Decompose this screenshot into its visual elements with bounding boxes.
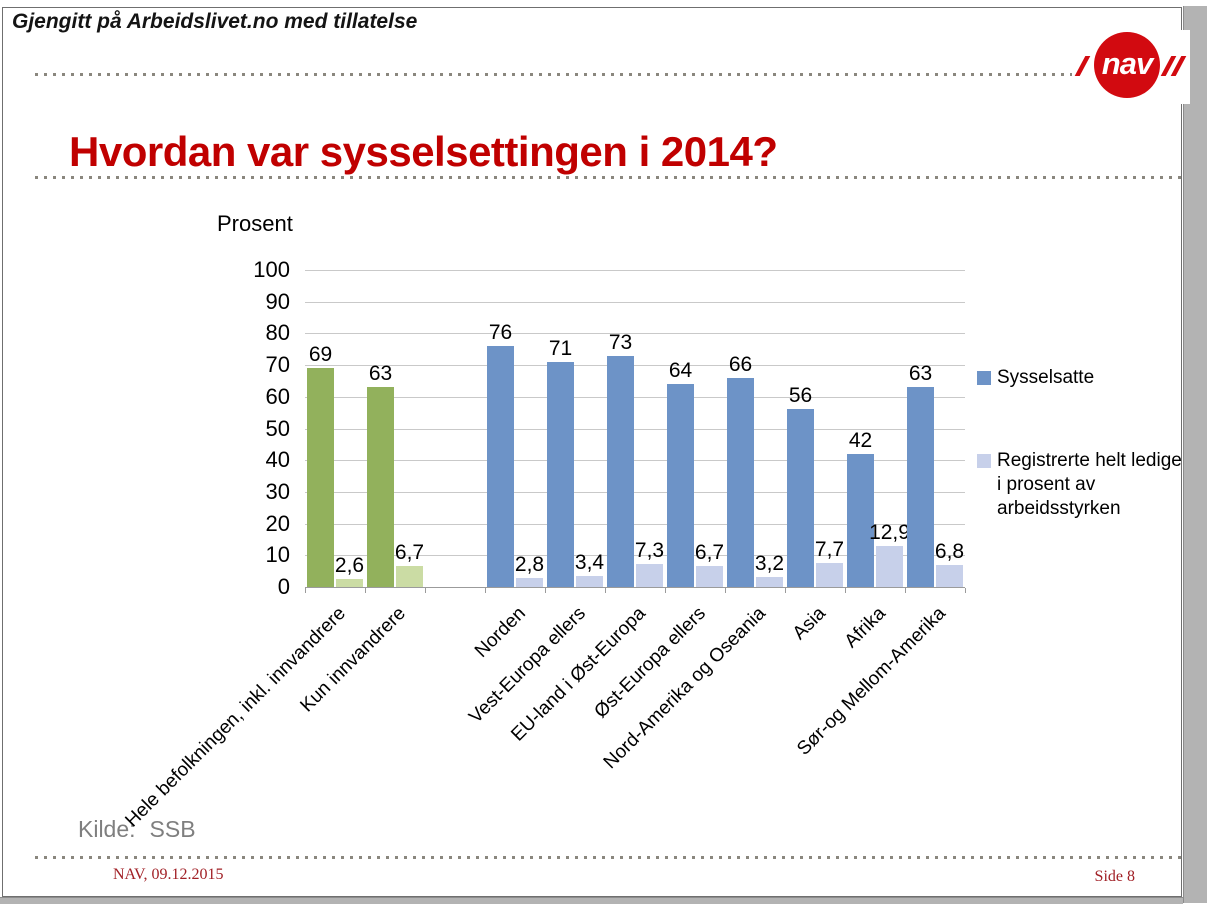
bar-value-label: 7,3 xyxy=(634,538,665,562)
y-axis-tick-label: 90 xyxy=(265,288,290,314)
window-bottom-edge xyxy=(0,897,1183,904)
bar-ledige xyxy=(396,565,423,587)
y-axis-title: Prosent xyxy=(217,211,293,236)
gridline xyxy=(305,428,965,430)
bar-ledige xyxy=(516,578,543,587)
y-axis-tick-label: 80 xyxy=(265,320,290,346)
bar-sysselsatte xyxy=(367,387,394,587)
bar-sysselsatte xyxy=(667,384,694,587)
y-axis-tick-label: 60 xyxy=(265,383,290,409)
x-axis-tick xyxy=(845,588,846,593)
source-label: Kilde: xyxy=(78,816,136,842)
y-axis-tick-label: 20 xyxy=(265,510,290,536)
bar-ledige xyxy=(636,563,663,587)
bar-value-label: 2,6 xyxy=(334,553,365,577)
bar-sysselsatte xyxy=(847,453,874,587)
bar-value-label: 71 xyxy=(548,336,573,360)
bar-value-label: 6,7 xyxy=(694,540,725,564)
bar-value-label: 12,9 xyxy=(869,521,910,545)
bar-value-label: 3,2 xyxy=(754,551,785,575)
x-axis-tick xyxy=(965,588,966,593)
bar-ledige xyxy=(936,565,963,587)
legend-label: Registrerte helt ledige i prosent av arb… xyxy=(997,450,1182,519)
bar-sysselsatte xyxy=(547,361,574,587)
bar-value-label: 66 xyxy=(728,352,753,376)
bar-sysselsatte xyxy=(907,387,934,587)
bar-value-label: 2,8 xyxy=(514,553,545,577)
gridline xyxy=(305,460,965,462)
bar-ledige xyxy=(756,576,783,587)
legend-label: Sysselsatte xyxy=(997,367,1095,388)
bar-value-label: 63 xyxy=(368,362,393,386)
bar-value-label: 3,4 xyxy=(574,551,605,575)
y-axis-tick-label: 0 xyxy=(277,574,290,599)
x-axis-tick xyxy=(605,588,606,593)
y-axis-tick-label: 50 xyxy=(265,415,290,441)
bar-ledige xyxy=(576,576,603,587)
x-axis-tick xyxy=(425,588,426,593)
x-axis-tick xyxy=(365,588,366,593)
gridline xyxy=(305,396,965,398)
x-axis-tick xyxy=(665,588,666,593)
gridline xyxy=(305,270,965,271)
x-axis-tick xyxy=(545,588,546,593)
y-axis-tick-label: 30 xyxy=(265,478,290,504)
gridline xyxy=(305,523,965,525)
y-axis-tick-label: 100 xyxy=(253,257,290,282)
legend-swatch-icon xyxy=(977,371,991,385)
x-axis-tick xyxy=(725,588,726,593)
bar-sysselsatte xyxy=(487,346,514,587)
gridline xyxy=(305,333,965,335)
gridline xyxy=(305,491,965,493)
source-note: Kilde: SSB xyxy=(78,816,196,843)
gridline xyxy=(305,365,965,367)
bar-ledige xyxy=(816,562,843,587)
bar-value-label: 76 xyxy=(488,321,513,345)
bar-sysselsatte xyxy=(787,409,814,587)
bar-sysselsatte xyxy=(307,368,334,587)
logo-slash-icon xyxy=(1074,56,1091,76)
x-axis-tick xyxy=(305,588,306,593)
gridline xyxy=(305,555,965,557)
bar-sysselsatte xyxy=(607,355,634,587)
legend-swatch-icon xyxy=(977,454,991,468)
bar-ledige xyxy=(336,578,363,587)
footer-page-number: Side 8 xyxy=(1094,868,1135,885)
slide-page-frame xyxy=(2,7,1182,897)
title-divider-dotted xyxy=(35,176,1182,179)
bar-value-label: 73 xyxy=(608,330,633,354)
y-axis-tick-label: 40 xyxy=(265,447,290,473)
logo-circle: nav xyxy=(1094,32,1160,98)
bar-ledige xyxy=(876,546,903,587)
x-axis-line xyxy=(305,587,965,588)
logo-wordmark: nav xyxy=(1101,46,1153,81)
bar-value-label: 6,8 xyxy=(934,540,965,564)
footer-divider-dotted xyxy=(35,856,1182,859)
y-axis-tick-label: 10 xyxy=(265,542,290,568)
header-divider-dotted xyxy=(35,73,1182,76)
bar-value-label: 7,7 xyxy=(814,537,845,561)
source-value: SSB xyxy=(149,816,196,842)
bar-value-label: 56 xyxy=(788,384,813,408)
gridline xyxy=(305,301,965,303)
bar-value-label: 42 xyxy=(848,428,873,452)
x-axis-tick xyxy=(485,588,486,593)
bar-ledige xyxy=(696,565,723,587)
bar-value-label: 64 xyxy=(668,359,693,383)
bar-value-label: 6,7 xyxy=(394,540,425,564)
x-axis-tick xyxy=(905,588,906,593)
footer-date: NAV, 09.12.2015 xyxy=(113,866,224,883)
category-label: Hele befolkningen, inkl. innvandrere xyxy=(121,603,350,832)
y-axis-tick-label: 70 xyxy=(265,352,290,378)
window-right-edge xyxy=(1183,6,1207,903)
x-axis-tick xyxy=(785,588,786,593)
nav-logo: nav xyxy=(1072,30,1190,104)
bar-sysselsatte xyxy=(727,377,754,587)
bar-value-label: 63 xyxy=(908,362,933,386)
permission-note: Gjengitt på Arbeidslivet.no med tillatel… xyxy=(12,10,418,33)
bar-value-label: 69 xyxy=(308,343,333,367)
slide-title: Hvordan var sysselsettingen i 2014? xyxy=(69,128,778,175)
